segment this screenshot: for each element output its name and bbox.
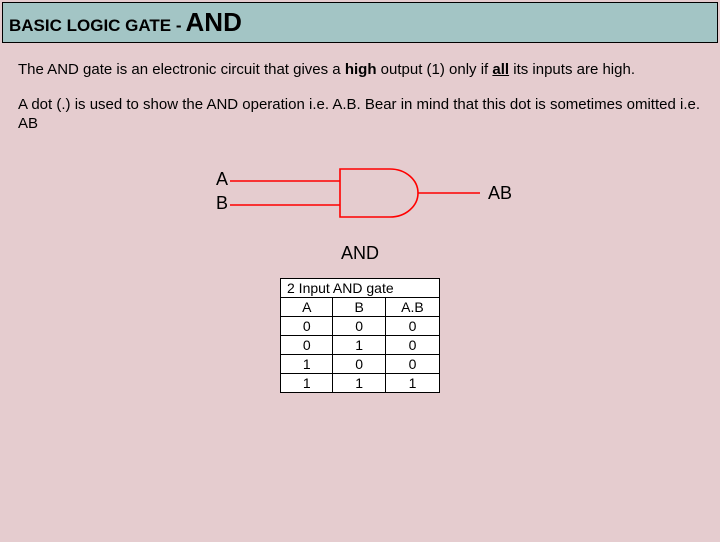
gate-body [340, 169, 418, 217]
table-row: 1 1 1 [281, 374, 440, 393]
col-b: B [333, 298, 385, 317]
p1-run3: its inputs are high. [509, 61, 635, 78]
cell: 0 [385, 336, 439, 355]
truth-table-element: 2 Input AND gate A B A.B 0 0 0 0 1 0 1 0… [280, 278, 440, 393]
cell: 0 [385, 355, 439, 374]
label-a: A [216, 169, 228, 189]
cell: 0 [333, 317, 385, 336]
slide-header: BASIC LOGIC GATE - AND [2, 2, 718, 43]
table-row: 0 0 0 [281, 317, 440, 336]
p1-high: high [345, 61, 377, 78]
col-a: A [281, 298, 333, 317]
cell: 0 [281, 336, 333, 355]
table-title-row: 2 Input AND gate [281, 279, 440, 298]
p1-run2: output (1) only if [376, 61, 492, 78]
cell: 1 [333, 374, 385, 393]
cell: 1 [281, 355, 333, 374]
truth-table: 2 Input AND gate A B A.B 0 0 0 0 1 0 1 0… [280, 278, 440, 393]
label-b: B [216, 193, 228, 213]
label-out: AB [488, 183, 512, 203]
p1-all: all [492, 61, 509, 78]
col-out: A.B [385, 298, 439, 317]
cell: 1 [281, 374, 333, 393]
table-header-row: A B A.B [281, 298, 440, 317]
table-row: 0 1 0 [281, 336, 440, 355]
header-prefix: BASIC LOGIC GATE - [9, 16, 182, 36]
cell: 1 [333, 336, 385, 355]
table-row: 1 0 0 [281, 355, 440, 374]
cell: 0 [281, 317, 333, 336]
cell: 1 [385, 374, 439, 393]
paragraph-2: A dot (.) is used to show the AND operat… [0, 96, 720, 134]
gate-caption: AND [180, 243, 540, 264]
cell: 0 [385, 317, 439, 336]
and-gate-svg: A B AB [180, 161, 540, 241]
header-title: AND [186, 7, 242, 38]
gate-diagram: A B AB AND [180, 161, 540, 264]
paragraph-1: The AND gate is an electronic circuit th… [0, 61, 720, 80]
p1-run1: The AND gate is an electronic circuit th… [18, 61, 345, 78]
cell: 0 [333, 355, 385, 374]
table-title: 2 Input AND gate [281, 279, 440, 298]
